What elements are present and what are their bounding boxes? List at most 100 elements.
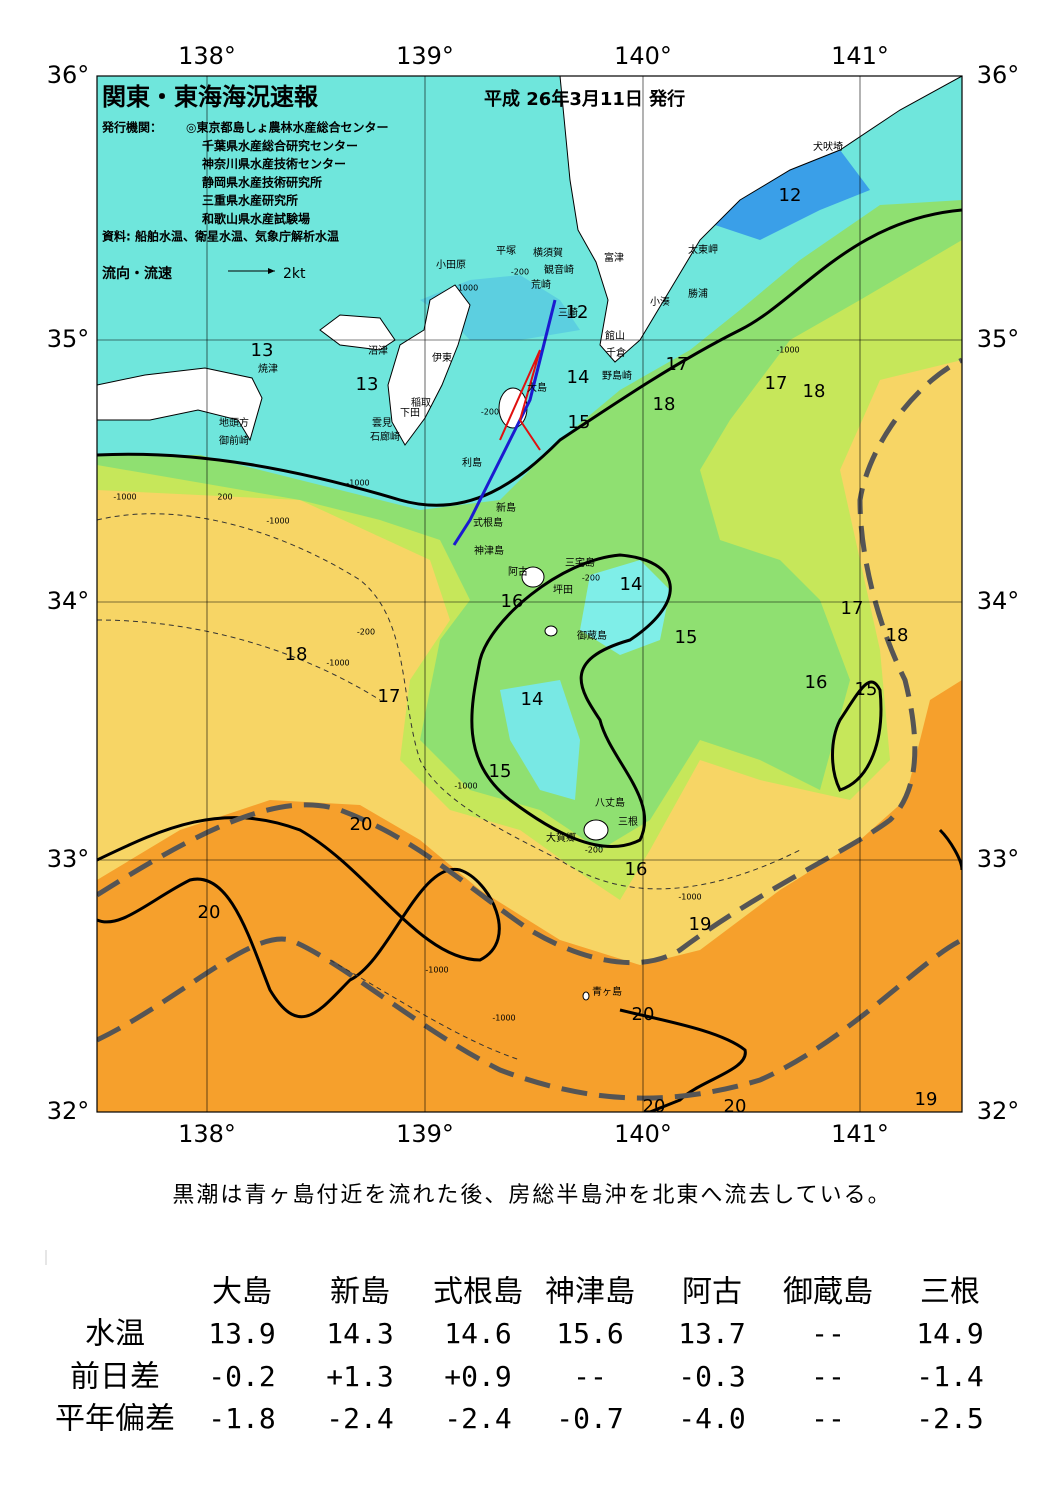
place-name: 雲見 (372, 417, 392, 429)
isotherm-label: 15 (489, 761, 512, 782)
depth-label: 200 (217, 493, 232, 502)
column-header: 阿古 (682, 1275, 742, 1310)
cell: 14.9 (916, 1317, 983, 1350)
place-name: 利島 (462, 456, 482, 469)
column-header: 大島 (212, 1275, 272, 1310)
title: 関東・東海海況速報 (102, 83, 319, 111)
lon-label: 140° (614, 42, 672, 70)
depth-label: -1000 (492, 1014, 515, 1023)
land (97, 367, 263, 442)
isotherm-label: 18 (285, 644, 308, 665)
isotherm-label: 16 (625, 859, 648, 880)
place-name: 御前崎 (219, 434, 249, 447)
lat-label: 34° (47, 587, 90, 615)
publisher-label: 発行機関： (101, 120, 162, 135)
land (387, 284, 471, 446)
isotherm-label: 17 (378, 686, 401, 707)
map (97, 76, 962, 1112)
isotherm-label: 13 (356, 374, 379, 395)
isotherm-label: 13 (251, 340, 274, 361)
cell: 13.9 (208, 1317, 275, 1350)
column-header: 新島 (330, 1275, 390, 1310)
legend-arrow-head (268, 268, 275, 274)
lat-label: 33° (47, 845, 90, 873)
texts: 138° 138° 139° 139° 140° 140° 141° 141° 36° 36° 35… (47, 42, 1020, 1437)
cell: 13.7 (678, 1317, 745, 1350)
place-name: 式根島 (473, 516, 503, 529)
row-label: 前日差 (70, 1360, 160, 1395)
place-name: 阿古 (508, 565, 528, 578)
sources: 資料: 船舶水温、衛星水温、気象庁解析水温 (102, 229, 339, 244)
place-name: 新島 (496, 501, 516, 514)
place-name: 三崎 (558, 306, 578, 319)
cell: -2.4 (444, 1402, 511, 1435)
lon-label: 139° (396, 1120, 454, 1148)
cell: -2.4 (326, 1402, 393, 1435)
place-name: 小湊 (650, 295, 670, 308)
isotherm-label: 18 (886, 625, 909, 646)
place-name: 伊東 (432, 351, 452, 364)
place-name: 野島崎 (602, 369, 632, 382)
column-header: 御蔵島 (783, 1275, 873, 1310)
cell: -- (811, 1402, 845, 1435)
publisher: 静岡県水産技術研究所 (202, 174, 322, 189)
current-vector (499, 349, 541, 451)
place-name: 荒崎 (531, 278, 551, 291)
row-label: 平年偏差 (55, 1402, 175, 1437)
cell: -1.4 (916, 1360, 983, 1393)
isotherm-label: 20 (724, 1096, 747, 1117)
isotherm-label: 17 (765, 373, 788, 394)
isotherm-label: 19 (689, 914, 712, 935)
place-name: 三宅島 (565, 556, 595, 569)
place-name: 館山 (605, 329, 625, 342)
isotherm-label: 16 (501, 591, 524, 612)
place-name: 横須賀 (533, 246, 563, 259)
lat-label: 35° (47, 325, 90, 353)
map-frame (96, 75, 963, 1113)
depth-label: 1000 (458, 284, 478, 293)
lon-label: 139° (396, 42, 454, 70)
place-name: 太東岬 (688, 243, 718, 256)
cell: -0.7 (556, 1402, 623, 1435)
kuroshio-axis (97, 357, 962, 1101)
depth-label: -1000 (266, 517, 289, 526)
publisher: 神奈川県水産技術センター (202, 156, 346, 171)
island (544, 625, 558, 637)
lon-label: 138° (178, 42, 236, 70)
cell: +1.3 (326, 1360, 393, 1393)
depth-label: -1000 (678, 893, 701, 902)
legend-label: 流向・流速 (102, 265, 172, 282)
place-name: 石廊崎 (370, 430, 400, 443)
lon-label: 141° (831, 1120, 889, 1148)
isotherm-label: 12 (779, 185, 802, 206)
place-name: 沼津 (368, 344, 388, 357)
cell: -0.2 (208, 1360, 275, 1393)
lat-label: 32° (977, 1097, 1020, 1125)
publisher: ◎東京都島しょ農林水産総合センター (186, 120, 388, 135)
lon-label: 138° (178, 1120, 236, 1148)
depth-label: -1000 (113, 493, 136, 502)
place-name: 平塚 (496, 245, 516, 257)
issue-date: 平成 26年3月11日 発行 (484, 88, 685, 110)
publisher: 和歌山県水産試験場 (201, 211, 310, 226)
depth-label: -200 (582, 574, 600, 583)
lat-label: 35° (977, 325, 1020, 353)
graticule (97, 76, 962, 1112)
cell: -2.5 (916, 1402, 983, 1435)
cell: 14.3 (326, 1317, 393, 1350)
depth-label: -200 (511, 268, 529, 277)
isotherm-label: 14 (620, 574, 643, 595)
cell: 14.6 (444, 1317, 511, 1350)
land (559, 76, 962, 363)
place-name: 富津 (604, 251, 624, 264)
cell: -1.8 (208, 1402, 275, 1435)
isotherm (97, 208, 962, 1112)
depth-label: -1000 (454, 782, 477, 791)
lat-label: 33° (977, 845, 1020, 873)
depth-label: -1000 (326, 659, 349, 668)
place-name: 坪田 (553, 583, 573, 596)
lat-label: 36° (47, 61, 90, 89)
place-name: 三根 (618, 815, 638, 828)
summary: 黒潮は青ヶ島付近を流れた後、房総半島沖を北東へ流去している。 (172, 1183, 891, 1208)
publisher: 三重県水産研究所 (202, 193, 298, 208)
